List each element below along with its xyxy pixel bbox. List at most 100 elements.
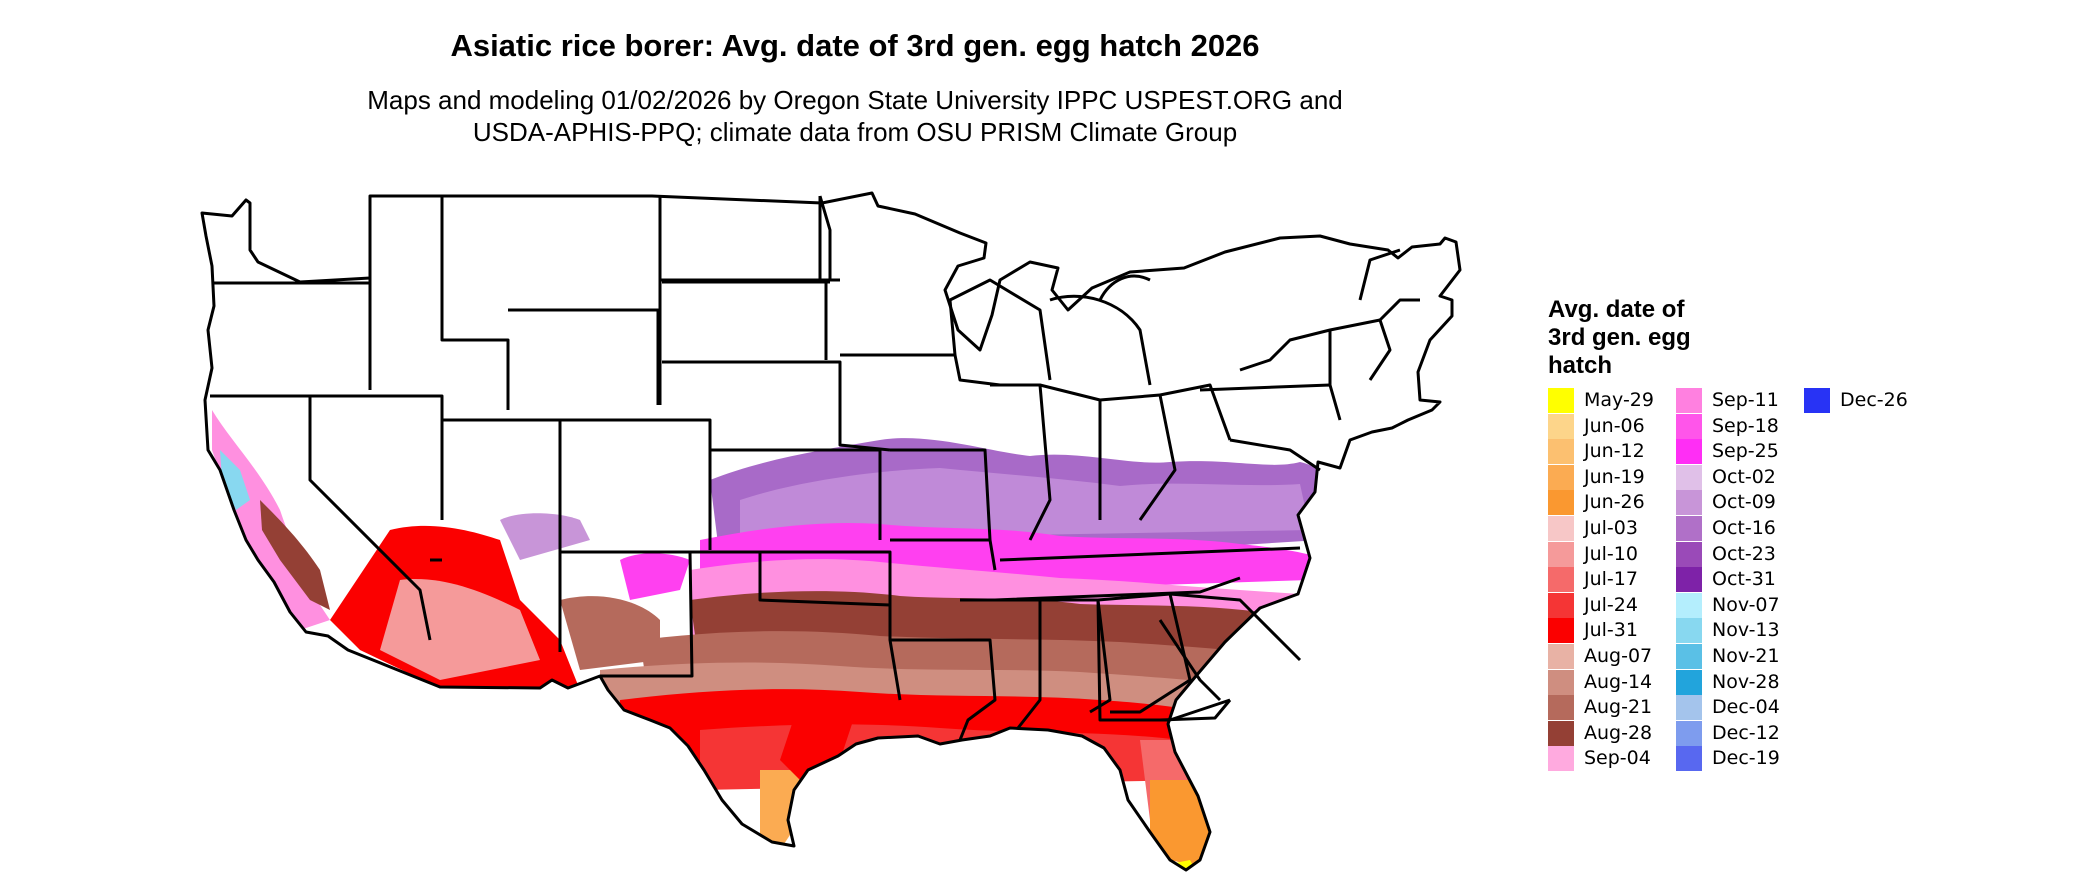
legend-label: Dec-19 (1712, 747, 1780, 770)
legend-swatch (1676, 695, 1702, 721)
model-raster (202, 193, 1460, 870)
legend-swatch (1548, 746, 1574, 772)
legend-title: Avg. date of 3rd gen. egg hatch (1548, 296, 1768, 380)
us-map (200, 191, 1462, 872)
subtitle-line-2: USDA-APHIS-PPQ; climate data from OSU PR… (472, 117, 1238, 147)
legend-label: Aug-14 (1584, 670, 1653, 693)
legend-swatch (1676, 746, 1702, 772)
legend-label: Nov-21 (1712, 645, 1780, 667)
legend-swatch (1676, 618, 1702, 644)
legend-label: Jun-06 (1584, 414, 1645, 437)
legend-label: Oct-16 (1712, 517, 1776, 539)
legend-item: Dec-12 (1676, 720, 1806, 746)
legend-swatch (1548, 413, 1574, 439)
legend-swatch (1548, 618, 1574, 644)
legend-swatch (1676, 592, 1702, 618)
legend-swatch (1548, 541, 1574, 567)
legend-label: Oct-02 (1712, 465, 1776, 488)
legend-label: Jul-10 (1584, 542, 1638, 565)
legend-label: Aug-28 (1584, 721, 1653, 744)
legend-item: Jul-03 (1548, 516, 1678, 541)
legend-label: Jul-17 (1584, 568, 1638, 591)
legend-swatch (1548, 490, 1574, 516)
legend-item: Jul-10 (1548, 541, 1678, 567)
legend-item: Nov-07 (1676, 592, 1806, 618)
legend-swatch (1804, 388, 1830, 413)
legend-item: Dec-19 (1676, 746, 1806, 772)
legend-item: Jun-26 (1548, 490, 1678, 516)
legend-swatch (1676, 541, 1702, 567)
legend-item: Dec-04 (1676, 695, 1806, 721)
legend-title-line-2: 3rd gen. egg (1548, 324, 1691, 351)
legend-swatch (1676, 567, 1702, 593)
legend-label: Dec-26 (1840, 389, 1908, 411)
legend-item: Nov-21 (1676, 644, 1806, 669)
legend-item: May-29 (1548, 388, 1678, 413)
legend-item: Sep-11 (1676, 388, 1806, 413)
legend-label: Nov-13 (1712, 619, 1780, 642)
legend-item: Nov-28 (1676, 669, 1806, 695)
map-title: Asiatic rice borer: Avg. date of 3rd gen… (450, 28, 1260, 63)
legend-item: Nov-13 (1676, 618, 1806, 644)
legend-label: Oct-09 (1712, 491, 1776, 514)
legend-label: Oct-23 (1712, 542, 1776, 565)
legend-item: Aug-14 (1548, 669, 1678, 695)
legend-swatch (1676, 490, 1702, 516)
legend-swatch (1548, 695, 1574, 721)
legend-swatch (1676, 644, 1702, 669)
legend-swatch (1676, 720, 1702, 746)
legend-swatch (1548, 592, 1574, 618)
legend-swatch (1548, 567, 1574, 593)
legend-swatch (1676, 413, 1702, 439)
map-subtitle: Maps and modeling 01/02/2026 by Oregon S… (0, 84, 1710, 148)
legend-label: Jul-03 (1584, 517, 1638, 539)
legend-item: Aug-07 (1548, 644, 1678, 669)
legend-label: Jun-26 (1584, 491, 1645, 514)
legend-label: May-29 (1584, 389, 1654, 411)
legend-swatch (1676, 439, 1702, 465)
legend-swatch (1548, 644, 1574, 669)
subtitle-line-1: Maps and modeling 01/02/2026 by Oregon S… (367, 85, 1343, 115)
legend-item: Oct-31 (1676, 567, 1806, 593)
legend-title-line-1: Avg. date of (1548, 296, 1685, 323)
legend-swatch (1548, 669, 1574, 695)
legend-item: Oct-02 (1676, 464, 1806, 490)
legend-item: Jun-06 (1548, 413, 1678, 439)
legend-swatch (1548, 439, 1574, 465)
legend-label: Sep-18 (1712, 414, 1779, 437)
legend-swatch (1548, 720, 1574, 746)
legend-swatch (1548, 464, 1574, 490)
legend-label: Jun-12 (1584, 440, 1645, 463)
legend-swatch (1548, 516, 1574, 541)
legend-title-line-3: hatch (1548, 352, 1613, 379)
legend-label: Sep-04 (1584, 747, 1651, 770)
legend-item: Aug-21 (1548, 695, 1678, 721)
legend-label: Jun-19 (1584, 465, 1645, 488)
legend-item: Oct-16 (1676, 516, 1806, 541)
legend-label: Aug-21 (1584, 696, 1653, 719)
legend-label: Nov-28 (1712, 670, 1780, 693)
legend-item: Sep-25 (1676, 439, 1806, 465)
legend-swatch (1548, 388, 1574, 413)
legend-swatch (1676, 388, 1702, 413)
legend-item: Jul-31 (1548, 618, 1678, 644)
legend-label: Nov-07 (1712, 593, 1780, 616)
legend-label: Jul-24 (1584, 593, 1638, 616)
legend-item: Aug-28 (1548, 720, 1678, 746)
legend-item: Jun-19 (1548, 464, 1678, 490)
legend-item: Oct-09 (1676, 490, 1806, 516)
legend-item: Sep-18 (1676, 413, 1806, 439)
state-boundaries (200, 191, 1462, 872)
legend-swatch (1676, 464, 1702, 490)
legend-item: Oct-23 (1676, 541, 1806, 567)
legend-label: Dec-04 (1712, 696, 1780, 719)
legend-swatch (1676, 516, 1702, 541)
legend-item: Jul-17 (1548, 567, 1678, 593)
legend-swatch (1676, 669, 1702, 695)
legend-label: Jul-31 (1584, 619, 1638, 642)
legend-item: Jun-12 (1548, 439, 1678, 465)
legend-label: Oct-31 (1712, 568, 1776, 591)
legend-label: Sep-25 (1712, 440, 1779, 463)
legend-item: Sep-04 (1548, 746, 1678, 772)
legend-item: Dec-26 (1804, 388, 1934, 413)
